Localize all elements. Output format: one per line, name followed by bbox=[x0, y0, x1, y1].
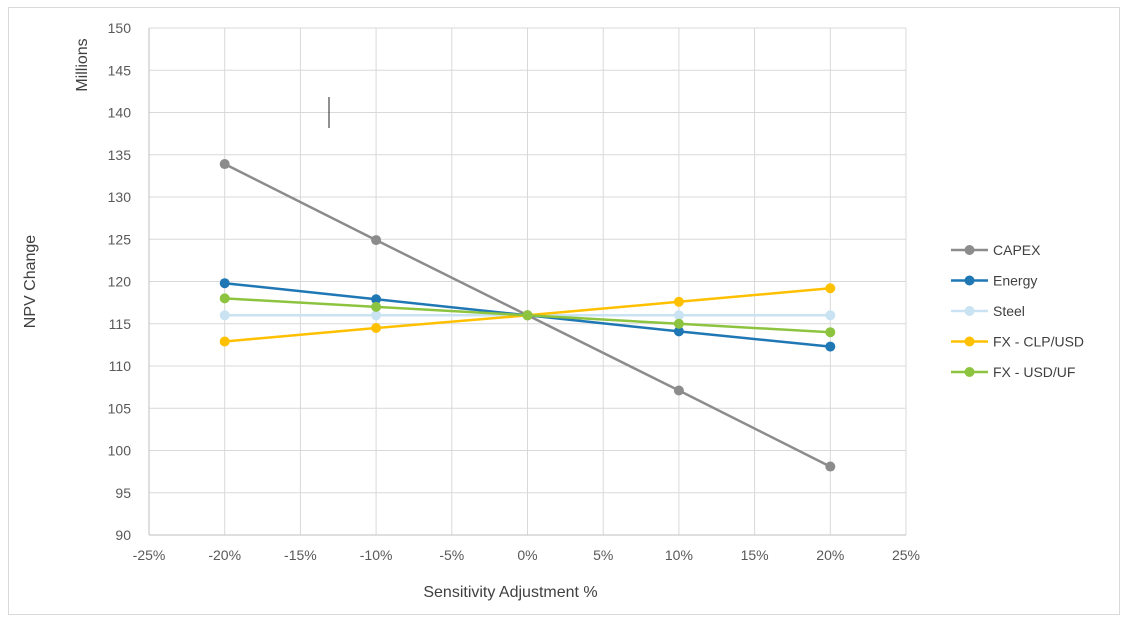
x-tick-label: -25% bbox=[133, 547, 166, 563]
data-point bbox=[673, 318, 684, 329]
y-tick-label: 130 bbox=[108, 189, 132, 205]
data-point bbox=[673, 296, 684, 307]
y-axis-unit-label: Millions bbox=[74, 38, 91, 91]
data-point bbox=[825, 310, 836, 321]
legend-swatch-marker bbox=[964, 367, 975, 377]
x-tick-label: 20% bbox=[816, 547, 844, 563]
axes: -25% -20% -15% -10% -5% 0% 5% 10% 15% 20% 25% 90 95 1… bbox=[108, 20, 920, 563]
y-tick-label: 90 bbox=[115, 527, 131, 543]
legend-label: FX - USD/UF bbox=[993, 364, 1075, 380]
legend-label: FX - CLP/USD bbox=[993, 334, 1084, 350]
data-point bbox=[371, 235, 382, 246]
data-point bbox=[371, 310, 382, 321]
x-tick-label: -20% bbox=[208, 547, 241, 563]
legend-swatch-marker bbox=[964, 336, 975, 347]
legend-swatch-marker bbox=[964, 306, 975, 316]
x-tick-label: 10% bbox=[665, 547, 693, 563]
y-tick-label: 95 bbox=[115, 485, 131, 501]
y-tick-label: 125 bbox=[108, 231, 132, 247]
x-tick-label: 15% bbox=[741, 547, 769, 563]
x-tick-label: 0% bbox=[517, 547, 537, 563]
data-point bbox=[219, 159, 230, 170]
x-tick-label: 5% bbox=[593, 547, 613, 563]
y-tick-label: 145 bbox=[108, 62, 132, 78]
y-tick-label: 140 bbox=[108, 105, 132, 121]
legend-label: CAPEX bbox=[993, 242, 1041, 258]
chart-frame bbox=[8, 7, 1120, 615]
data-point bbox=[673, 326, 684, 337]
legend-swatch-marker bbox=[964, 245, 975, 255]
y-tick-label: 105 bbox=[108, 400, 132, 416]
x-axis-title: Sensitivity Adjustment % bbox=[423, 584, 597, 601]
y-tick-label: 120 bbox=[108, 274, 132, 290]
data-point bbox=[522, 310, 533, 321]
legend-label: Steel bbox=[993, 303, 1025, 319]
data-point bbox=[825, 327, 836, 338]
data-point bbox=[219, 278, 230, 289]
data-point bbox=[219, 293, 230, 304]
y-tick-label: 135 bbox=[108, 147, 132, 163]
y-axis-title: NPV Change bbox=[22, 235, 39, 328]
legend-swatch-marker bbox=[964, 275, 975, 286]
series-lines bbox=[219, 159, 836, 472]
data-point bbox=[825, 283, 836, 294]
y-tick-label: 100 bbox=[108, 443, 132, 459]
legend: CAPEX Energy Steel FX - CLP/USD FX - USD/UF bbox=[951, 242, 1084, 380]
data-point bbox=[219, 310, 230, 321]
data-point bbox=[673, 310, 684, 321]
y-tick-label: 110 bbox=[109, 358, 132, 374]
x-tick-label: 25% bbox=[892, 547, 920, 563]
data-point bbox=[219, 336, 230, 347]
data-point bbox=[371, 294, 382, 305]
y-tick-label: 150 bbox=[108, 20, 132, 36]
grid-lines bbox=[148, 27, 907, 536]
x-tick-label: -5% bbox=[439, 547, 464, 563]
legend-label: Energy bbox=[993, 273, 1037, 289]
data-point bbox=[825, 341, 836, 352]
x-tick-label: -15% bbox=[284, 547, 317, 563]
x-tick-label: -10% bbox=[360, 547, 393, 563]
data-point bbox=[371, 301, 382, 312]
data-point bbox=[825, 461, 836, 472]
data-point bbox=[673, 385, 684, 396]
y-tick-label: 115 bbox=[109, 316, 132, 332]
data-point bbox=[371, 322, 382, 333]
